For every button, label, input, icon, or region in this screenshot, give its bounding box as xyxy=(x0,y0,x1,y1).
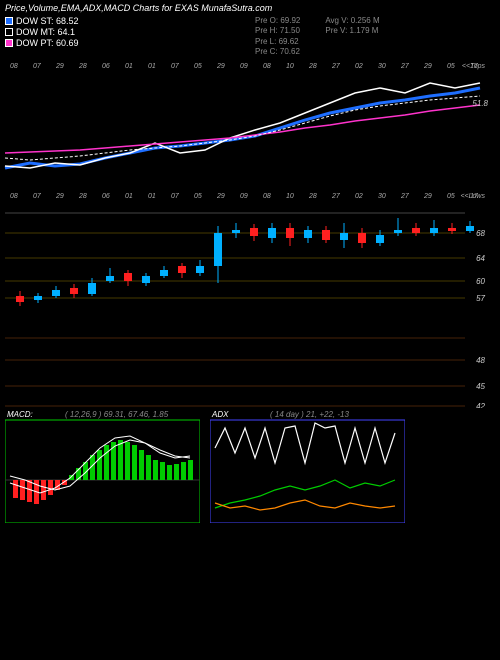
svg-text:30: 30 xyxy=(378,63,386,70)
svg-text:08: 08 xyxy=(263,193,271,200)
svg-text:27: 27 xyxy=(331,63,341,70)
pre-h: Pre H: 71.50 xyxy=(255,26,300,36)
svg-text:28: 28 xyxy=(78,193,87,200)
svg-text:29: 29 xyxy=(216,63,225,70)
dow-pt-swatch xyxy=(5,39,13,47)
svg-text:57: 57 xyxy=(476,294,485,303)
svg-text:01: 01 xyxy=(148,63,156,70)
dow-column: DOW ST: 68.52 DOW MT: 64.1 DOW PT: 60.69 xyxy=(5,16,135,58)
candle-chart: 08 07 29 28 06 01 01 07 05 29 09 08 10 28 27 02 30 27 29 05… xyxy=(0,188,500,408)
pre-ohlc-column: Pre O: 69.92 Pre H: 71.50 Pre L: 69.62 P… xyxy=(255,16,300,58)
svg-text:09: 09 xyxy=(240,63,248,70)
macd-label: MACD: xyxy=(7,410,33,419)
svg-text:29: 29 xyxy=(55,193,64,200)
pre-vol-column: Avg V: 0.256 M Pre V: 1.179 M xyxy=(325,16,379,58)
svg-text:<<Lows: <<Lows xyxy=(460,193,485,200)
page-title: Price,Volume,EMA,ADX,MACD Charts for EXA… xyxy=(0,0,500,16)
pre-l: Pre L: 69.62 xyxy=(255,37,300,47)
svg-text:30: 30 xyxy=(378,193,386,200)
svg-text:28: 28 xyxy=(308,193,317,200)
dow-st-label: DOW ST: xyxy=(16,16,54,26)
dow-mt-swatch xyxy=(5,28,13,36)
adx-label: ADX xyxy=(212,410,228,419)
dow-mt-value: 64.1 xyxy=(58,27,76,37)
svg-text:01: 01 xyxy=(148,193,156,200)
svg-text:28: 28 xyxy=(308,63,317,70)
ema-chart: 08 07 29 28 06 01 01 07 05 29 09 08 10 28 27 02 30 27 29 05… xyxy=(0,58,500,188)
indicator-row: MACD: ( 12,26,9 ) 69.31, 67.46, 1.85 ADX… xyxy=(0,408,500,523)
dow-st-row: DOW ST: 68.52 xyxy=(5,16,135,26)
macd-svg xyxy=(5,408,200,523)
svg-text:<<Tops: <<Tops xyxy=(462,63,486,70)
svg-text:02: 02 xyxy=(355,193,363,200)
pre-o: Pre O: 69.92 xyxy=(255,16,300,26)
svg-text:64: 64 xyxy=(476,254,485,263)
svg-text:29: 29 xyxy=(423,63,432,70)
macd-box: MACD: ( 12,26,9 ) 69.31, 67.46, 1.85 xyxy=(5,408,200,523)
dow-pt-value: 60.69 xyxy=(56,38,79,48)
dow-st-swatch xyxy=(5,17,13,25)
svg-text:09: 09 xyxy=(240,193,248,200)
svg-text:45: 45 xyxy=(476,382,485,391)
svg-text:10: 10 xyxy=(286,63,294,70)
svg-text:08: 08 xyxy=(263,63,271,70)
pre-c: Pre C: 70.62 xyxy=(255,47,300,57)
candle-chart-svg: 08 07 29 28 06 01 01 07 05 29 09 08 10 28 27 02 30 27 29 05… xyxy=(0,188,490,408)
dow-mt-row: DOW MT: 64.1 xyxy=(5,27,135,37)
adx-box: ADX ( 14 day ) 21, +22, -13 xyxy=(210,408,405,523)
svg-text:60: 60 xyxy=(476,277,485,286)
svg-text:29: 29 xyxy=(216,193,225,200)
svg-text:27: 27 xyxy=(400,193,410,200)
dow-st-value: 68.52 xyxy=(56,16,79,26)
svg-text:42: 42 xyxy=(476,402,485,408)
svg-text:07: 07 xyxy=(33,63,42,70)
svg-text:07: 07 xyxy=(171,63,180,70)
adx-svg xyxy=(210,408,405,523)
svg-text:07: 07 xyxy=(171,193,180,200)
svg-text:08: 08 xyxy=(10,193,18,200)
svg-text:68: 68 xyxy=(476,229,485,238)
svg-text:27: 27 xyxy=(331,193,341,200)
svg-text:05: 05 xyxy=(194,63,202,70)
ema-chart-svg: 08 07 29 28 06 01 01 07 05 29 09 08 10 28 27 02 30 27 29 05… xyxy=(0,58,490,188)
svg-text:01: 01 xyxy=(125,63,133,70)
dow-mt-label: DOW MT: xyxy=(16,27,55,37)
svg-text:05: 05 xyxy=(194,193,202,200)
svg-text:01: 01 xyxy=(125,193,133,200)
header-info: DOW ST: 68.52 DOW MT: 64.1 DOW PT: 60.69… xyxy=(0,16,500,58)
pre-vol: Pre V: 1.179 M xyxy=(325,26,379,36)
adx-params: ( 14 day ) 21, +22, -13 xyxy=(270,410,349,419)
svg-text:07: 07 xyxy=(33,193,42,200)
svg-text:02: 02 xyxy=(355,63,363,70)
dow-pt-label: DOW PT: xyxy=(16,38,54,48)
svg-text:28: 28 xyxy=(78,63,87,70)
svg-text:48: 48 xyxy=(476,356,485,365)
svg-text:05: 05 xyxy=(447,193,455,200)
svg-text:05: 05 xyxy=(447,63,455,70)
svg-text:06: 06 xyxy=(102,193,110,200)
dow-pt-row: DOW PT: 60.69 xyxy=(5,38,135,48)
svg-text:06: 06 xyxy=(102,63,110,70)
avg-vol: Avg V: 0.256 M xyxy=(325,16,379,26)
svg-text:29: 29 xyxy=(423,193,432,200)
svg-text:51.8: 51.8 xyxy=(472,99,488,108)
svg-text:10: 10 xyxy=(286,193,294,200)
svg-text:29: 29 xyxy=(55,63,64,70)
svg-text:27: 27 xyxy=(400,63,410,70)
macd-params: ( 12,26,9 ) 69.31, 67.46, 1.85 xyxy=(65,410,168,419)
svg-text:08: 08 xyxy=(10,63,18,70)
